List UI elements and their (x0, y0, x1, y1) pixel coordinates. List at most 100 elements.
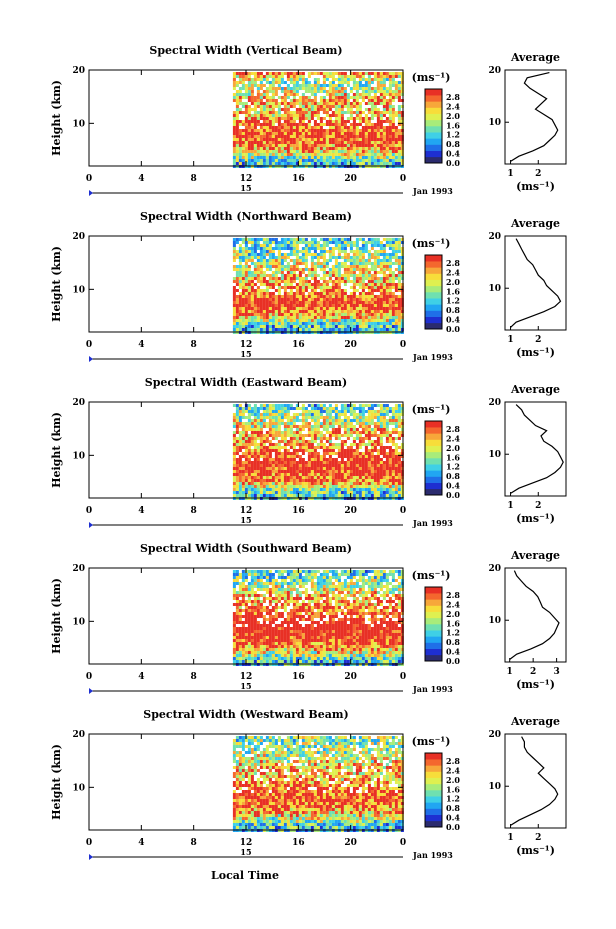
heatmap-cell (319, 295, 323, 298)
heatmap-cell (388, 446, 392, 449)
heatmap-cell (313, 491, 317, 494)
heatmap-cell (313, 452, 317, 455)
heatmap-cell (256, 316, 260, 319)
heatmap-cell (385, 75, 389, 78)
heatmap-cell (307, 72, 311, 75)
heatmap-cell (298, 485, 302, 488)
heatmap-cell (334, 467, 338, 470)
heatmap-cell (334, 428, 338, 431)
heatmap-cell (235, 491, 239, 494)
heatmap-cell (373, 325, 377, 328)
heatmap-cell (316, 138, 320, 141)
heatmap-cell (319, 162, 323, 165)
heatmap-cell (391, 156, 395, 159)
heatmap-cell (343, 479, 347, 482)
heatmap-cell (376, 72, 380, 75)
heatmap-cell (313, 407, 317, 410)
heatmap-cell (286, 247, 290, 250)
heatmap-cell (244, 295, 248, 298)
heatmap-cell (391, 147, 395, 150)
heatmap-cell (367, 476, 371, 479)
heatmap-cell (310, 277, 314, 280)
heatmap-cell (304, 289, 308, 292)
heatmap-cell (232, 298, 236, 301)
heatmap-cell (325, 292, 329, 295)
heatmap-cell (262, 316, 266, 319)
heatmap-cell (346, 446, 350, 449)
heatmap-cell (277, 241, 281, 244)
heatmap-cell (334, 413, 338, 416)
heatmap-cell (313, 268, 317, 271)
heatmap-cell (295, 488, 299, 491)
heatmap-cell (292, 102, 296, 105)
heatmap-cell (370, 144, 374, 147)
heatmap-cell (310, 271, 314, 274)
heatmap-cell (331, 126, 335, 129)
heatmap-cell (265, 162, 269, 165)
heatmap-cell (343, 316, 347, 319)
heatmap-cell (286, 93, 290, 96)
colorbar-tick-label: 0.4 (446, 315, 460, 325)
heatmap-cell (310, 476, 314, 479)
heatmap-cell (286, 473, 290, 476)
heatmap-cell (382, 289, 386, 292)
heatmap-cell (385, 274, 389, 277)
heatmap-cell (301, 319, 305, 322)
heatmap-cell (307, 455, 311, 458)
heatmap-cell (271, 410, 275, 413)
heatmap-cell (319, 440, 323, 443)
heatmap-cell (358, 156, 362, 159)
heatmap-cell (265, 286, 269, 289)
heatmap-cell (232, 75, 236, 78)
heatmap-cell (397, 476, 401, 479)
heatmap-cell (241, 310, 245, 313)
heatmap-cell (232, 156, 236, 159)
heatmap-cell (232, 93, 236, 96)
heatmap-cell (253, 102, 257, 105)
heatmap-cell (238, 102, 242, 105)
heatmap-cell (310, 87, 314, 90)
heatmap-cell (379, 241, 383, 244)
heatmap-cell (274, 99, 278, 102)
heatmap-cell (388, 280, 392, 283)
heatmap-cell (274, 307, 278, 310)
heatmap-cell (253, 159, 257, 162)
heatmap-cell (322, 250, 326, 253)
heatmap-cell (349, 132, 353, 135)
heatmap-cell (367, 135, 371, 138)
heatmap-cell (379, 150, 383, 153)
average-profile-line (510, 238, 562, 328)
heatmap-cell (373, 156, 377, 159)
heatmap-cell (352, 274, 356, 277)
heatmap-cell (238, 443, 242, 446)
heatmap-cell (397, 446, 401, 449)
heatmap-cell (313, 301, 317, 304)
heatmap-cell (343, 488, 347, 491)
heatmap-cell (301, 316, 305, 319)
heatmap-cell (280, 479, 284, 482)
heatmap-cell (319, 99, 323, 102)
heatmap-cell (352, 283, 356, 286)
heatmap-cell (343, 295, 347, 298)
heatmap-cell (361, 153, 365, 156)
heatmap-cell (349, 247, 353, 250)
heatmap-cell (373, 102, 377, 105)
heatmap-cell (346, 473, 350, 476)
heatmap-cell (382, 87, 386, 90)
heatmap-cell (289, 313, 293, 316)
heatmap-cell (388, 81, 392, 84)
heatmap-cell (277, 277, 281, 280)
heatmap-cell (235, 488, 239, 491)
heatmap-cell (280, 304, 284, 307)
heatmap-cell (400, 488, 404, 491)
heatmap-cell (373, 144, 377, 147)
heatmap-cell (241, 129, 245, 132)
heatmap-cell (280, 416, 284, 419)
heatmap-cell (271, 96, 275, 99)
heatmap-cell (352, 111, 356, 114)
heatmap-cell (247, 153, 251, 156)
heatmap-cell (394, 407, 398, 410)
heatmap-cell (376, 322, 380, 325)
heatmap-cell (343, 325, 347, 328)
heatmap-cell (232, 162, 236, 165)
